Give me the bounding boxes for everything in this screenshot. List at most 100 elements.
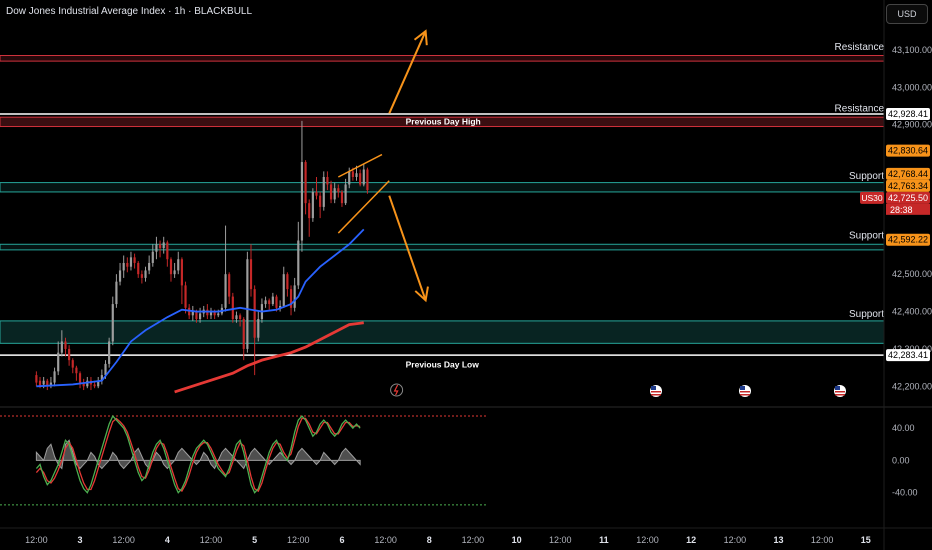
candle-body — [253, 289, 256, 338]
moving-averages-layer — [36, 228, 365, 394]
price-tick-label: 43,000.00 — [892, 82, 932, 92]
candle-body — [246, 259, 249, 349]
time-tick-label: 3 — [78, 535, 83, 545]
us-flag-event-icon — [739, 385, 751, 397]
candle-body — [57, 352, 60, 372]
candle-body — [162, 242, 165, 249]
lightning-icon-bolt — [393, 384, 399, 396]
candle-body — [311, 191, 314, 219]
candle-body — [137, 262, 140, 275]
candle-body — [155, 244, 158, 252]
us-flag-event-icon — [834, 385, 846, 397]
resistance-label: Resistance — [835, 42, 885, 53]
time-tick-label: 12:00 — [200, 535, 223, 545]
chart-title: Dow Jones Industrial Average Index · 1h … — [6, 6, 253, 17]
flag-icon-stripe — [740, 391, 750, 393]
candle-body — [166, 242, 169, 260]
candle-body — [129, 257, 133, 267]
candle-body — [326, 176, 329, 185]
price-label-red: 42,725.50 28:38 US30 — [860, 191, 930, 215]
candle-body — [348, 171, 351, 185]
candle-body — [169, 259, 173, 275]
price-label-text: 42,763.34 — [888, 181, 928, 191]
candles-layer — [35, 120, 369, 391]
price-label-bg — [886, 191, 930, 204]
support-label: Support — [849, 231, 884, 242]
candle-body — [209, 311, 213, 316]
candle-body — [319, 195, 322, 207]
lightning-event-icon — [390, 383, 404, 397]
price-label-orange: 42,830.64 — [886, 144, 930, 157]
moving-average-red — [174, 321, 364, 394]
candle-body — [133, 257, 136, 263]
candle-body — [42, 380, 45, 385]
events-layer — [390, 383, 846, 397]
candle-body — [308, 203, 311, 219]
support-label: Support — [849, 171, 884, 182]
candle-body — [126, 262, 129, 267]
support-band — [0, 243, 885, 251]
candle-body — [359, 173, 362, 185]
candle-body — [184, 285, 187, 308]
price-label-text: 42,283.41 — [888, 350, 928, 360]
time-tick-label: 6 — [339, 535, 344, 545]
candle-body — [71, 360, 74, 368]
currency-button[interactable]: USD — [886, 4, 928, 24]
candle-body — [188, 307, 191, 316]
candle-body — [53, 371, 56, 383]
countdown-text: 28:38 — [890, 205, 913, 215]
candle-body — [322, 176, 325, 207]
time-tick-label: 11 — [599, 535, 609, 545]
oscillator-pane — [0, 406, 932, 506]
symbol-tag-bg — [860, 191, 884, 204]
support-label: Support — [849, 309, 884, 320]
us-flag-event-icon — [650, 385, 662, 397]
lightning-icon-ring — [390, 383, 404, 397]
time-tick-label: 15 — [861, 535, 871, 545]
time-tick-label: 12:00 — [636, 535, 659, 545]
flag-icon-stripe — [835, 394, 845, 396]
candle-body — [108, 341, 111, 364]
candle-body — [100, 375, 103, 381]
candle-body — [173, 270, 176, 275]
flag-icon-stripe — [835, 391, 845, 393]
candle-body — [86, 380, 89, 387]
time-tick-label: 12:00 — [724, 535, 747, 545]
price-label-text: 42,768.44 — [888, 169, 928, 179]
candle-body — [271, 296, 274, 305]
price-tick-label: 42,500.00 — [892, 269, 932, 279]
time-tick-label: 12:00 — [287, 535, 310, 545]
candle-body — [46, 380, 49, 387]
candle-body — [293, 285, 296, 308]
price-label-orange: 42,763.34 — [886, 179, 930, 192]
price-label-text: 42,830.64 — [888, 146, 928, 156]
candle-body — [122, 262, 125, 271]
wedge-lower-line — [337, 180, 390, 234]
price-label-text: 42,928.41 — [888, 109, 928, 119]
price-label-bg — [886, 167, 930, 180]
price-tick-label: 43,100.00 — [892, 45, 932, 55]
candle-body — [78, 373, 82, 383]
moving-average-blue — [36, 228, 365, 388]
candle-body — [191, 311, 194, 316]
candle-body — [213, 311, 216, 316]
price-label-text: 42,592.22 — [888, 235, 928, 245]
oscillator-red-line — [35, 417, 361, 493]
candle-body — [158, 244, 162, 249]
time-tick-label: 8 — [427, 535, 432, 545]
time-axis: 12:00 3 12:00 4 12:00 5 12:00 6 12:00 8 12:00 10 12:… — [0, 527, 932, 545]
candle-body — [180, 259, 183, 286]
candle-body — [275, 296, 278, 308]
time-tick-label: 12:00 — [374, 535, 397, 545]
flag-icon-canton — [835, 386, 840, 390]
candle-body — [329, 184, 333, 200]
countdown-bg — [886, 203, 930, 215]
candle-body — [35, 375, 38, 383]
candle-body — [195, 311, 198, 320]
oscillator-tick-label: 40.00 — [892, 423, 915, 433]
candle-body — [279, 305, 282, 308]
oscillator-tick-label: 0.00 — [892, 455, 910, 465]
time-tick-label: 5 — [252, 535, 257, 545]
price-tick-label: 42,200.00 — [892, 381, 932, 391]
